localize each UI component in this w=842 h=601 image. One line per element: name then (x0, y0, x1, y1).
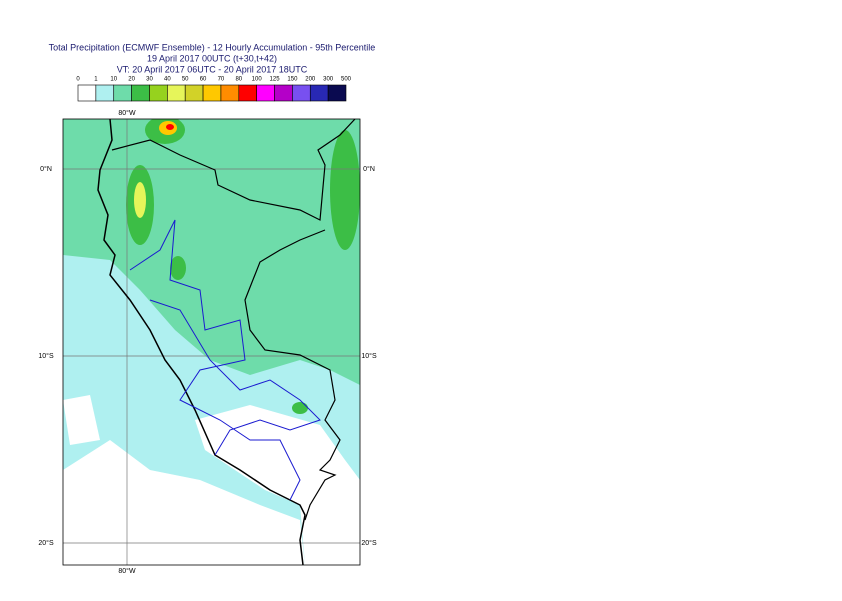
legend-label: 40 (164, 77, 171, 83)
legend-swatch (95, 84, 115, 102)
legend-swatch (184, 84, 204, 102)
region-borders (129, 219, 301, 501)
border (111, 119, 356, 221)
field (330, 130, 360, 250)
legend-label: 80 (235, 77, 242, 83)
lat-label: 10°S (361, 352, 377, 360)
graticule (63, 119, 360, 565)
region-borders (149, 299, 321, 456)
legend-swatch (113, 84, 132, 102)
legend-swatch (327, 84, 347, 102)
legend-label: 125 (270, 77, 281, 83)
legend-swatch (167, 84, 186, 102)
legend-label: 1 (94, 77, 98, 83)
legend-label: 300 (323, 77, 334, 83)
legend-label: 20 (128, 77, 135, 83)
lat-label: 0°N (40, 165, 52, 173)
field (170, 256, 186, 280)
legend-label: 60 (200, 77, 207, 83)
legend-label: 100 (252, 77, 263, 83)
legend-swatch (77, 84, 97, 102)
field (195, 405, 360, 565)
lat-label: 0°N (363, 165, 375, 173)
legend-label: 70 (218, 77, 225, 83)
border (244, 229, 341, 521)
legend-label: 200 (305, 77, 316, 83)
legend-swatch (149, 84, 168, 102)
field (166, 124, 174, 130)
legend-swatch (131, 84, 150, 102)
legend-label: 30 (146, 77, 153, 83)
legend-swatch (256, 84, 275, 102)
legend-swatch (309, 84, 329, 102)
map (63, 119, 360, 565)
lon-label: 80°W (118, 567, 136, 575)
valid-time: VT: 20 April 2017 06UTC - 20 April 2017 … (117, 64, 308, 74)
legend-swatch (292, 84, 311, 102)
legend-swatch (238, 84, 257, 102)
field (134, 182, 146, 218)
legend-label: 0 (76, 77, 80, 83)
lat-label: 20°S (38, 539, 54, 547)
legend-swatch (220, 84, 240, 102)
map-frame (62, 118, 361, 566)
legend: 0 1 10 20 30 40 50 60 70 80 100 125 150 200 300 500 (76, 77, 352, 102)
field (63, 395, 100, 445)
legend-swatch (202, 84, 222, 102)
legend-label: 50 (182, 77, 189, 83)
coastline (97, 119, 306, 565)
legend-label: 500 (341, 77, 352, 83)
legend-swatch (274, 84, 293, 102)
legend-label: 150 (287, 77, 298, 83)
field (63, 440, 305, 565)
field (292, 402, 308, 414)
lat-label: 20°S (361, 539, 377, 547)
title: Total Precipitation (ECMWF Ensemble) - 1… (49, 42, 376, 52)
lat-label: 10°S (38, 352, 54, 360)
lon-label: 80°W (118, 109, 136, 117)
legend-label: 10 (110, 77, 117, 83)
subtitle: 19 April 2017 00UTC (t+30,t+42) (147, 53, 277, 63)
